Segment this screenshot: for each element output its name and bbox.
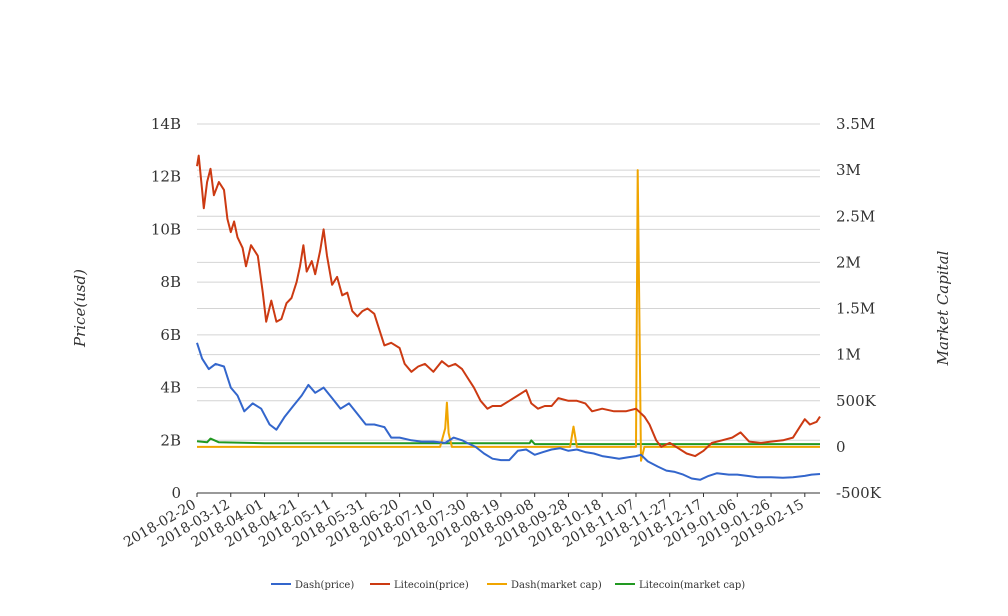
- y-left-tick-label: 2B: [160, 431, 181, 449]
- y-right-tick-label: 3.5M: [836, 115, 875, 133]
- legend-item: Dash(market cap): [487, 580, 602, 591]
- y-left-tick-label: 10B: [151, 220, 181, 238]
- legend-item: Dash(price): [271, 580, 354, 591]
- series-line-dash-price: [196, 342, 821, 481]
- y-left-tick-label: 14B: [151, 115, 181, 133]
- legend-label: Dash(market cap): [511, 580, 602, 591]
- y-left-tick-label: 12B: [151, 168, 181, 186]
- y-axis-right: -500K 0 500K 1M 1.5M 2M 2.5M 3M 3.5M: [836, 115, 882, 502]
- series-line-litecoin-price: [196, 154, 821, 458]
- y-left-tick-label: 6B: [160, 326, 181, 344]
- y-left-tick-label: 8B: [160, 273, 181, 291]
- legend-label: Dash(price): [295, 580, 354, 591]
- legend-item: Litecoin(price): [370, 580, 469, 591]
- y-axis-left-title: Price(usd): [71, 269, 89, 348]
- y-right-tick-label: 3M: [836, 161, 861, 179]
- y-right-tick-label: 2.5M: [836, 207, 875, 225]
- series-line-litecoin-market-cap: [196, 437, 820, 446]
- y-right-tick-label: -500K: [836, 484, 882, 502]
- legend: Dash(price) Litecoin(price) Dash(market ca…: [271, 580, 745, 591]
- y-left-tick-label: 0: [171, 484, 181, 502]
- series-line-dash-market-cap: [197, 169, 820, 462]
- y-right-tick-label: 1M: [836, 346, 861, 364]
- y-axis-right-title: Market Capital: [934, 250, 952, 366]
- legend-label: Litecoin(market cap): [639, 580, 745, 591]
- y-right-tick-label: 1.5M: [836, 300, 875, 318]
- y-right-tick-label: 0: [836, 438, 846, 456]
- y-right-tick-label: 2M: [836, 253, 861, 271]
- gridlines: [197, 123, 820, 448]
- y-left-tick-label: 4B: [160, 379, 181, 397]
- legend-label: Litecoin(price): [394, 580, 469, 591]
- x-axis-ticks: 2018-02-202018-03-122018-04-012018-04-21…: [121, 493, 807, 551]
- y-axis-left: 0 2B 4B 6B 8B 10B 12B 14B: [151, 115, 181, 502]
- series-lines: [196, 154, 821, 481]
- y-right-tick-label: 500K: [836, 392, 877, 410]
- legend-item: Litecoin(market cap): [615, 580, 745, 591]
